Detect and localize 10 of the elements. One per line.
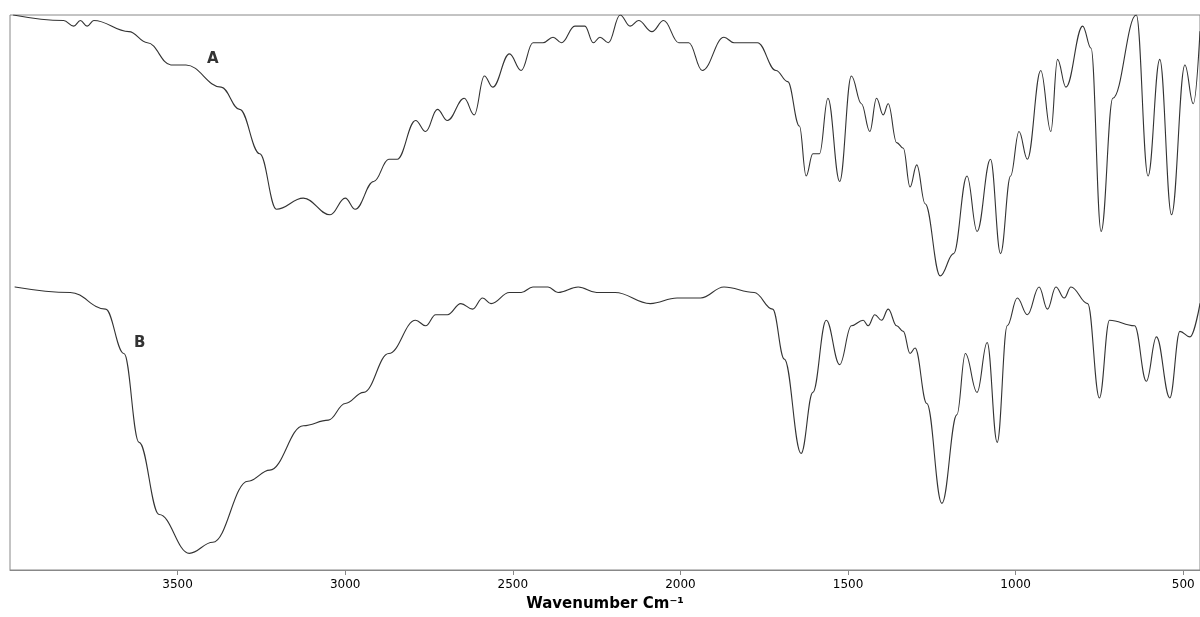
x-tick-label: 1500 bbox=[832, 577, 864, 591]
x-tick-label: 1000 bbox=[1000, 577, 1031, 591]
x-tick-label: 2000 bbox=[665, 577, 696, 591]
x-tick-label: 2500 bbox=[497, 577, 529, 591]
x-axis-title: Wavenumber Cm⁻¹ bbox=[526, 593, 684, 612]
x-tick-label: 500 bbox=[1171, 577, 1195, 591]
series-label: A bbox=[207, 48, 219, 67]
x-tick-label: 3000 bbox=[329, 577, 361, 591]
x-tick-label: 3500 bbox=[162, 577, 193, 591]
series-label: B bbox=[134, 332, 146, 351]
